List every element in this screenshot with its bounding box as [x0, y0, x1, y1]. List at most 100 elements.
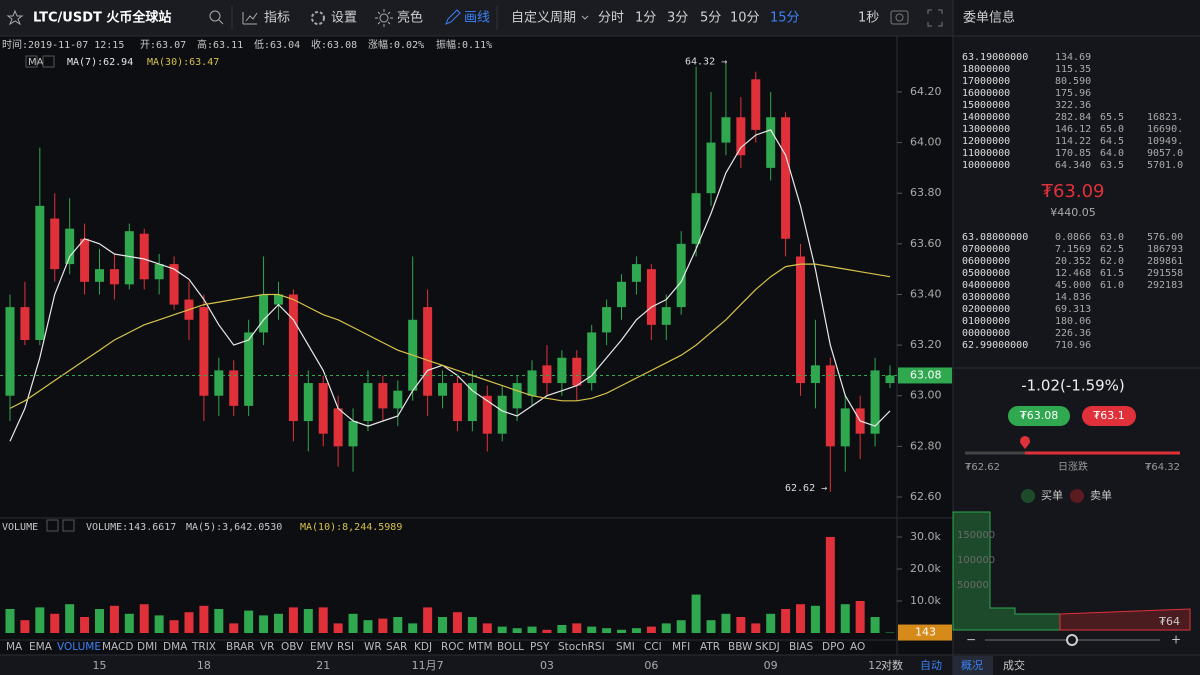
period-button[interactable]: 15分: [770, 11, 800, 26]
indicator-tab[interactable]: MFI: [672, 641, 690, 653]
indicator-tab[interactable]: DMA: [163, 641, 188, 653]
candle-body: [363, 383, 373, 422]
tool-button[interactable]: 亮色: [397, 10, 423, 26]
indicator-tab[interactable]: BBW: [728, 641, 753, 653]
sell-price[interactable]: ₮63.1: [1093, 409, 1125, 422]
buy-button[interactable]: [1008, 406, 1070, 426]
y-tick-label: 63.40: [910, 287, 942, 300]
indicator-tab[interactable]: DMI: [137, 641, 157, 653]
indicator-tab[interactable]: VOLUME: [57, 641, 101, 653]
zoom-in[interactable]: +: [1171, 633, 1181, 647]
period-button[interactable]: 5分: [700, 11, 721, 26]
x-tick-label: 11月7: [412, 659, 444, 672]
y-tick-label: 63.00: [910, 389, 942, 402]
tab[interactable]: 成交: [1003, 658, 1025, 672]
candle-body: [393, 390, 403, 409]
indicator-tab[interactable]: VR: [260, 641, 274, 653]
candle-body: [124, 231, 134, 285]
volume-bar: [557, 624, 567, 633]
buy-price[interactable]: ₮63.08: [1020, 409, 1059, 422]
order-book-cell: 170.85: [1055, 148, 1091, 159]
indicator-tab[interactable]: AO: [850, 641, 865, 653]
tool-button[interactable]: 设置: [331, 11, 357, 26]
period-button[interactable]: 3分: [667, 11, 688, 26]
order-book-cell: 63.08000000: [962, 232, 1028, 243]
star-icon[interactable]: [6, 9, 24, 26]
candle-body: [542, 365, 552, 384]
daily-change: -1.02(-1.59%): [1021, 377, 1125, 395]
range-low: ₮62.62: [965, 462, 1000, 473]
indicator-tab[interactable]: SAR: [386, 641, 407, 653]
symbol[interactable]: LTC/USDT 火币全球站: [33, 10, 171, 26]
indicator-tab[interactable]: MTM: [468, 641, 493, 653]
indicator-tab[interactable]: SMI: [616, 641, 635, 653]
volume-bar: [766, 613, 776, 633]
search-icon[interactable]: [209, 10, 221, 22]
screenshot-icon[interactable]: [890, 10, 909, 25]
period-button[interactable]: 1分: [635, 11, 656, 26]
indicator-tab[interactable]: BOLL: [497, 641, 524, 653]
indicator-tab[interactable]: SKDJ: [755, 641, 780, 653]
volume-bar: [94, 608, 104, 633]
legend-icon[interactable]: [42, 55, 55, 68]
order-book-cell: 62.5: [1100, 244, 1124, 255]
indicator-tab[interactable]: BIAS: [789, 641, 813, 653]
indicator-tab[interactable]: KDJ: [414, 641, 432, 653]
indicator-tab[interactable]: EMV: [310, 641, 334, 653]
realtime-button[interactable]: 1秒: [858, 11, 879, 26]
volume-legend: VOLUME:143.6617: [86, 522, 176, 533]
panel-title: 委单信息: [963, 10, 1015, 26]
indicator-tab[interactable]: ROC: [441, 641, 464, 653]
volume-bar: [542, 629, 552, 633]
indicator-tab[interactable]: DPO: [822, 641, 845, 653]
volume-bar: [393, 616, 403, 633]
legend-icon[interactable]: [62, 519, 75, 532]
indicator-tab[interactable]: MACD: [102, 641, 133, 653]
order-book-cell: 62.0: [1100, 256, 1124, 267]
indicator-tab[interactable]: ATR: [700, 641, 720, 653]
zoom-knob[interactable]: [1066, 634, 1078, 646]
order-book-cell: 63.5: [1100, 160, 1124, 171]
indicator-tab[interactable]: CCI: [644, 641, 662, 653]
candle-body: [273, 294, 283, 305]
volume-bar: [572, 623, 582, 633]
y-tick-label: 64.20: [910, 85, 942, 98]
indicator-tab[interactable]: WR: [364, 641, 382, 653]
volume-bar: [20, 620, 30, 633]
auto-button[interactable]: 自动: [920, 659, 942, 672]
sell-button[interactable]: [1082, 406, 1136, 426]
legend-icon[interactable]: [46, 519, 59, 532]
indicator-tab[interactable]: TRIX: [191, 641, 216, 653]
draw-icon: [445, 9, 461, 25]
volume-bar: [438, 616, 448, 633]
period-button[interactable]: 分时: [598, 11, 624, 26]
indicator-tab[interactable]: EMA: [29, 641, 53, 653]
indicator-tab[interactable]: MA: [6, 641, 23, 653]
indicator-tab[interactable]: OBV: [281, 641, 304, 653]
volume-bar: [50, 613, 60, 633]
fullscreen-icon[interactable]: [927, 9, 943, 27]
period-button[interactable]: 10分: [730, 11, 760, 26]
candle-body: [796, 256, 806, 384]
volume-bar: [631, 628, 641, 633]
tab[interactable]: 概况: [961, 659, 983, 672]
indicator-tab[interactable]: PSY: [530, 641, 550, 653]
legend-icon[interactable]: [25, 55, 38, 68]
order-book-cell: 20.352: [1055, 256, 1091, 267]
tool-button[interactable]: 指标: [264, 11, 290, 26]
volume-bar: [169, 620, 179, 633]
indicator-tab[interactable]: BRAR: [226, 641, 255, 653]
ma-legend: MA(30):63.47: [147, 57, 219, 68]
volume-bar: [244, 610, 254, 633]
volume-bar: [885, 632, 895, 634]
period-button[interactable]: 自定义周期: [511, 11, 576, 26]
candle-body: [721, 117, 731, 143]
indicator-tab[interactable]: RSI: [337, 641, 354, 653]
indicator-tab[interactable]: StochRSI: [558, 641, 605, 653]
order-book-cell: 64.0: [1100, 148, 1124, 159]
order-book-cell: 10000000: [962, 160, 1010, 171]
log-button[interactable]: 对数: [881, 658, 903, 672]
zoom-out[interactable]: −: [966, 633, 976, 647]
tab-active: [953, 656, 993, 675]
tool-button[interactable]: 画线: [464, 11, 490, 26]
